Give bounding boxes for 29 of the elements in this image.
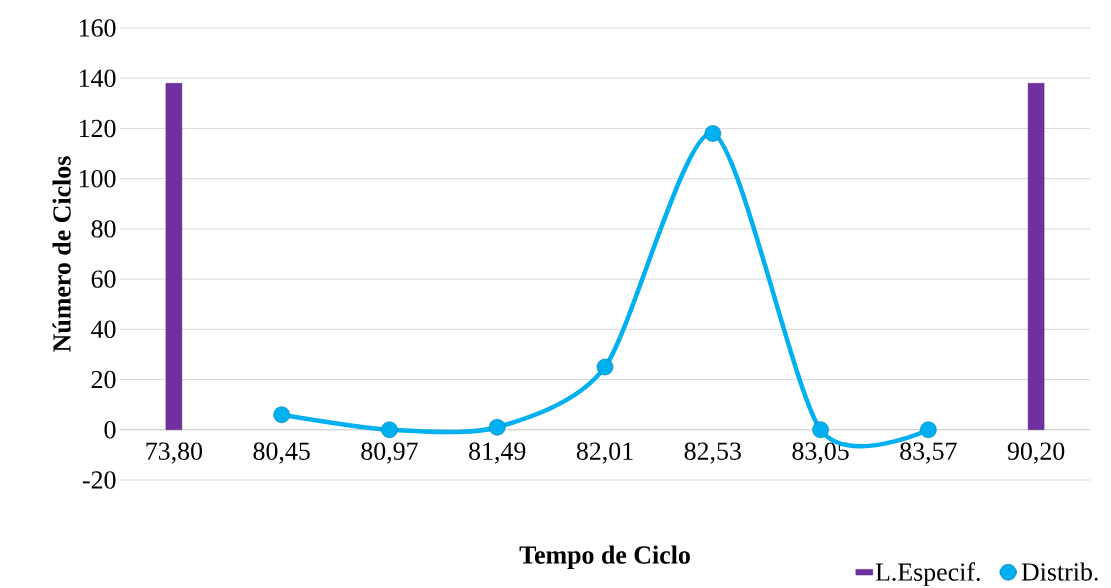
x-tick-label: 83,57 [900, 442, 957, 464]
x-tick-label: 90,20 [1007, 442, 1065, 464]
x-tick-label: 82,53 [684, 442, 741, 464]
point [273, 406, 290, 424]
x-tick-label: 81,49 [469, 442, 526, 464]
x-tick-label: 73,80 [146, 442, 203, 464]
y-tick-label: 40 [91, 320, 116, 339]
point [596, 358, 614, 376]
y-tick-label: 60 [91, 270, 116, 288]
legend-label: Distrib. [1021, 562, 1098, 581]
point [920, 421, 937, 439]
y-tick-label: 120 [79, 119, 116, 138]
legend-label: L.Especif. [875, 562, 980, 587]
point [812, 421, 829, 439]
y-tick-label: 100 [79, 169, 116, 188]
point [704, 125, 722, 142]
y-tick-label: -20 [82, 471, 116, 489]
y-axis-title: Número de Ciclos [52, 156, 71, 352]
y-tick-label: 0 [104, 421, 116, 439]
point [381, 421, 398, 439]
y-tick-label: 20 [91, 370, 116, 389]
x-tick-label: 80,97 [361, 442, 418, 464]
y-tick-label: 160 [79, 19, 116, 37]
y-tick-label: 140 [79, 69, 116, 87]
y-tick-label: 80 [91, 220, 116, 238]
point [488, 418, 506, 436]
x-axis-title: Tempo de Ciclo [519, 545, 690, 570]
x-tick-label: 82,01 [576, 442, 633, 464]
x-tick-label: 80,45 [253, 442, 310, 464]
